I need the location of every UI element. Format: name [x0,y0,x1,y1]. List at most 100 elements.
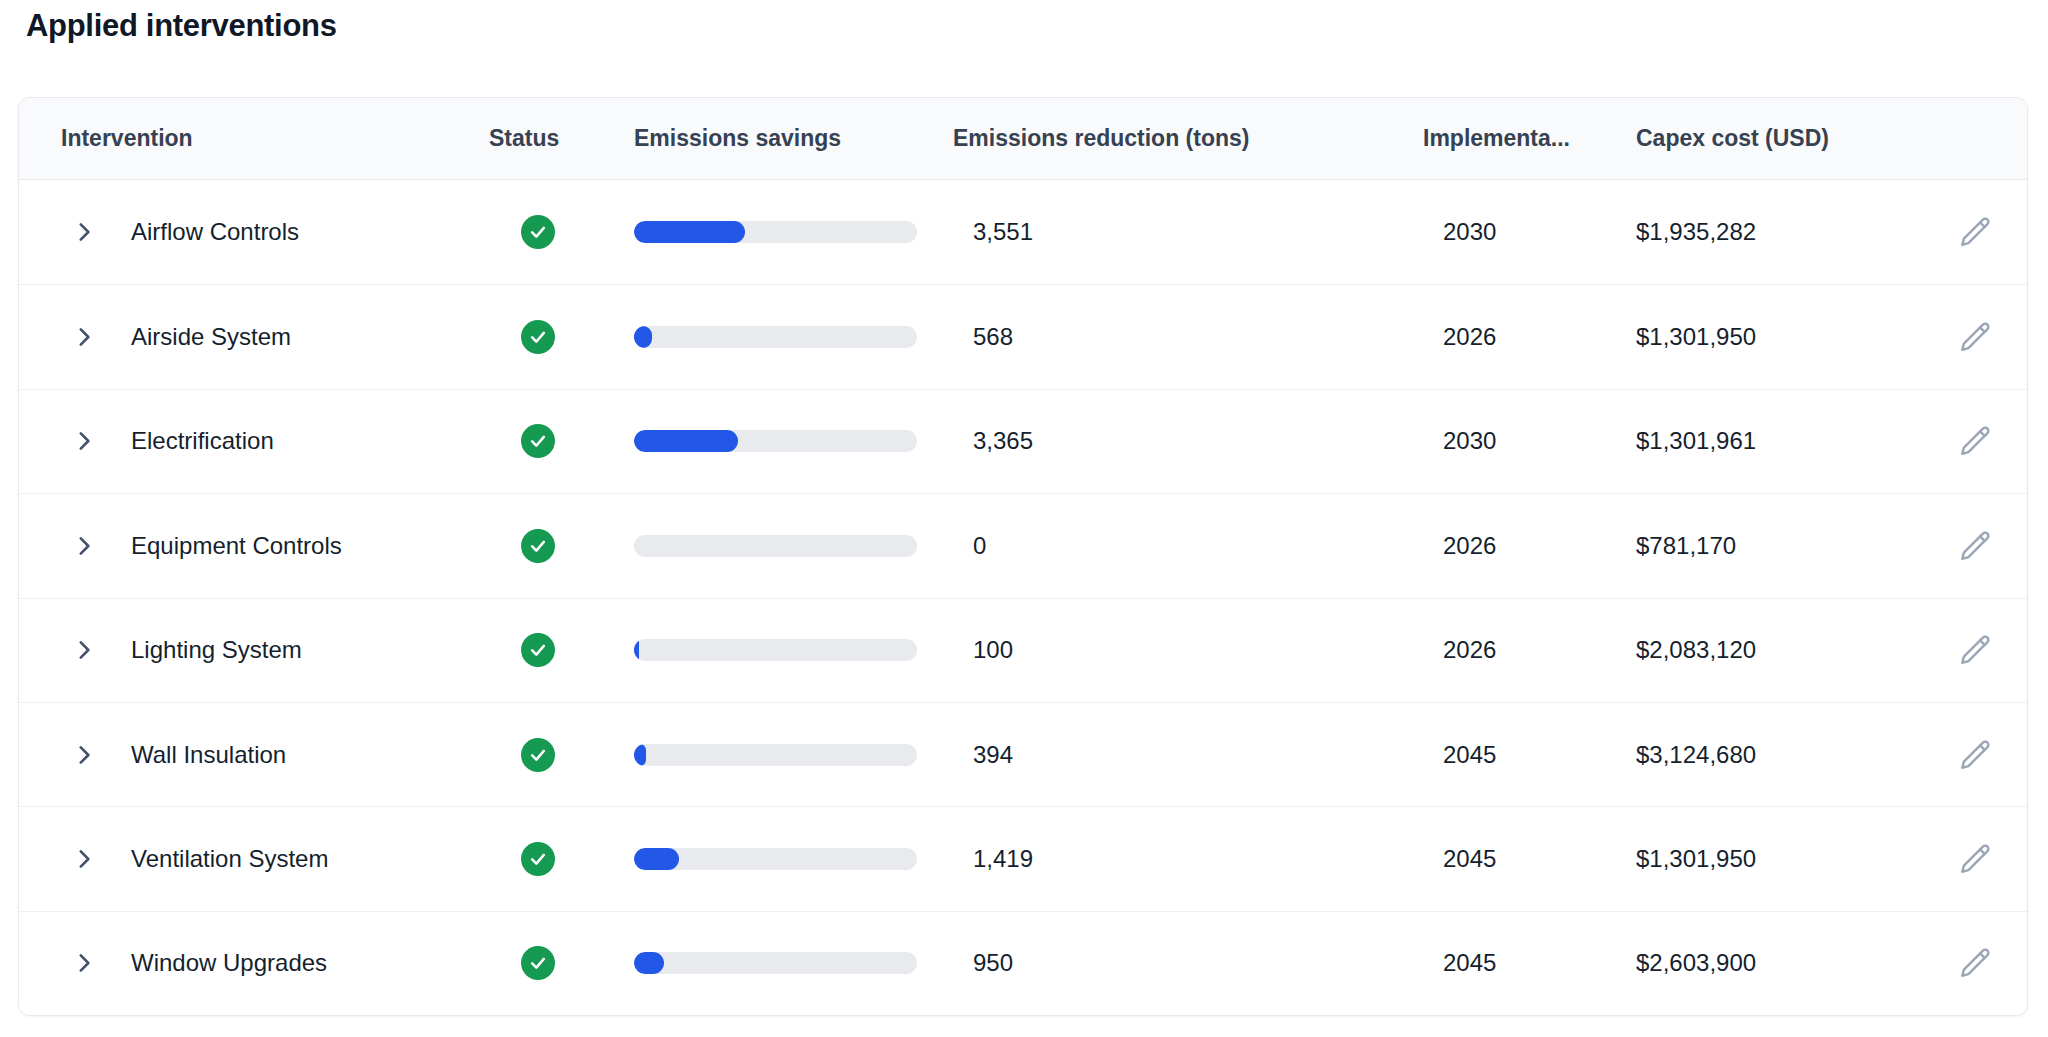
capex-cost-value: $2,083,120 [1636,636,1949,664]
edit-row-button[interactable] [1957,423,1993,459]
intervention-name: Lighting System [113,636,489,664]
table-row: Airflow Controls 3,551 2030 $1,935,282 [19,180,2027,284]
expand-row-button[interactable] [71,846,97,872]
page-title: Applied interventions [26,8,337,44]
implementation-year-value: 2026 [1423,532,1636,560]
expand-row-button[interactable] [71,950,97,976]
table-row: Airside System 568 2026 $1,301,950 [19,284,2027,388]
column-header-emissions-reduction: Emissions reduction (tons) [953,125,1423,152]
emissions-reduction-value: 100 [953,636,1423,664]
emissions-reduction-value: 1,419 [953,845,1423,873]
intervention-name: Airside System [113,323,489,351]
emissions-savings-bar-fill [634,952,664,974]
emissions-savings-bar-fill [634,326,652,348]
column-header-emissions-savings: Emissions savings [634,125,953,152]
column-header-implementation-year: Implementa... [1423,125,1636,152]
status-complete-check-icon [521,946,555,980]
emissions-savings-bar-track [634,430,917,452]
table-row: Electrification 3,365 2030 $1,301,961 [19,389,2027,493]
capex-cost-value: $1,301,950 [1636,845,1949,873]
emissions-savings-bar-track [634,221,917,243]
chevron-right-icon [71,637,97,663]
edit-row-button[interactable] [1957,214,1993,250]
emissions-reduction-value: 568 [953,323,1423,351]
pencil-icon [1957,319,1993,355]
status-complete-check-icon [521,424,555,458]
status-complete-check-icon [521,738,555,772]
expand-row-button[interactable] [71,428,97,454]
expand-row-button[interactable] [71,533,97,559]
status-complete-check-icon [521,215,555,249]
emissions-savings-bar-fill [634,639,639,661]
capex-cost-value: $2,603,900 [1636,949,1949,977]
edit-row-button[interactable] [1957,319,1993,355]
chevron-right-icon [71,533,97,559]
capex-cost-value: $1,301,950 [1636,323,1949,351]
chevron-right-icon [71,950,97,976]
emissions-savings-bar-fill [634,848,679,870]
emissions-reduction-value: 950 [953,949,1423,977]
chevron-right-icon [71,428,97,454]
emissions-savings-bar-fill [634,744,646,766]
capex-cost-value: $1,301,961 [1636,427,1949,455]
expand-row-button[interactable] [71,219,97,245]
emissions-savings-bar-track [634,535,917,557]
column-header-status: Status [489,125,634,152]
chevron-right-icon [71,846,97,872]
status-complete-check-icon [521,529,555,563]
pencil-icon [1957,423,1993,459]
column-header-intervention: Intervention [19,125,489,152]
column-header-capex-cost: Capex cost (USD) [1636,125,1949,152]
emissions-reduction-value: 394 [953,741,1423,769]
emissions-savings-bar-track [634,848,917,870]
expand-row-button[interactable] [71,324,97,350]
edit-row-button[interactable] [1957,841,1993,877]
edit-row-button[interactable] [1957,528,1993,564]
pencil-icon [1957,945,1993,981]
emissions-savings-bar-track [634,952,917,974]
emissions-savings-bar-fill [634,430,738,452]
pencil-icon [1957,214,1993,250]
pencil-icon [1957,737,1993,773]
implementation-year-value: 2045 [1423,741,1636,769]
status-complete-check-icon [521,320,555,354]
intervention-name: Airflow Controls [113,218,489,246]
implementation-year-value: 2045 [1423,949,1636,977]
emissions-reduction-value: 0 [953,532,1423,560]
pencil-icon [1957,528,1993,564]
chevron-right-icon [71,219,97,245]
status-complete-check-icon [521,842,555,876]
intervention-name: Electrification [113,427,489,455]
applied-interventions-table: Intervention Status Emissions savings Em… [18,97,2028,1016]
emissions-savings-bar-fill [634,221,745,243]
emissions-reduction-value: 3,551 [953,218,1423,246]
table-body: Airflow Controls 3,551 2030 $1,935,282 [19,180,2027,1015]
emissions-savings-bar-track [634,744,917,766]
table-row: Window Upgrades 950 2045 $2,603,900 [19,911,2027,1015]
chevron-right-icon [71,324,97,350]
emissions-reduction-value: 3,365 [953,427,1423,455]
implementation-year-value: 2045 [1423,845,1636,873]
intervention-name: Ventilation System [113,845,489,873]
pencil-icon [1957,841,1993,877]
intervention-name: Equipment Controls [113,532,489,560]
status-complete-check-icon [521,633,555,667]
expand-row-button[interactable] [71,742,97,768]
table-row: Ventilation System 1,419 2045 $1,301,950 [19,806,2027,910]
edit-row-button[interactable] [1957,945,1993,981]
implementation-year-value: 2030 [1423,218,1636,246]
chevron-right-icon [71,742,97,768]
emissions-savings-bar-track [634,639,917,661]
table-row: Equipment Controls 0 2026 $781,170 [19,493,2027,597]
capex-cost-value: $781,170 [1636,532,1949,560]
table-row: Wall Insulation 394 2045 $3,124,680 [19,702,2027,806]
edit-row-button[interactable] [1957,632,1993,668]
edit-row-button[interactable] [1957,737,1993,773]
pencil-icon [1957,632,1993,668]
implementation-year-value: 2026 [1423,636,1636,664]
expand-row-button[interactable] [71,637,97,663]
table-header-row: Intervention Status Emissions savings Em… [19,98,2027,180]
capex-cost-value: $3,124,680 [1636,741,1949,769]
intervention-name: Window Upgrades [113,949,489,977]
implementation-year-value: 2030 [1423,427,1636,455]
